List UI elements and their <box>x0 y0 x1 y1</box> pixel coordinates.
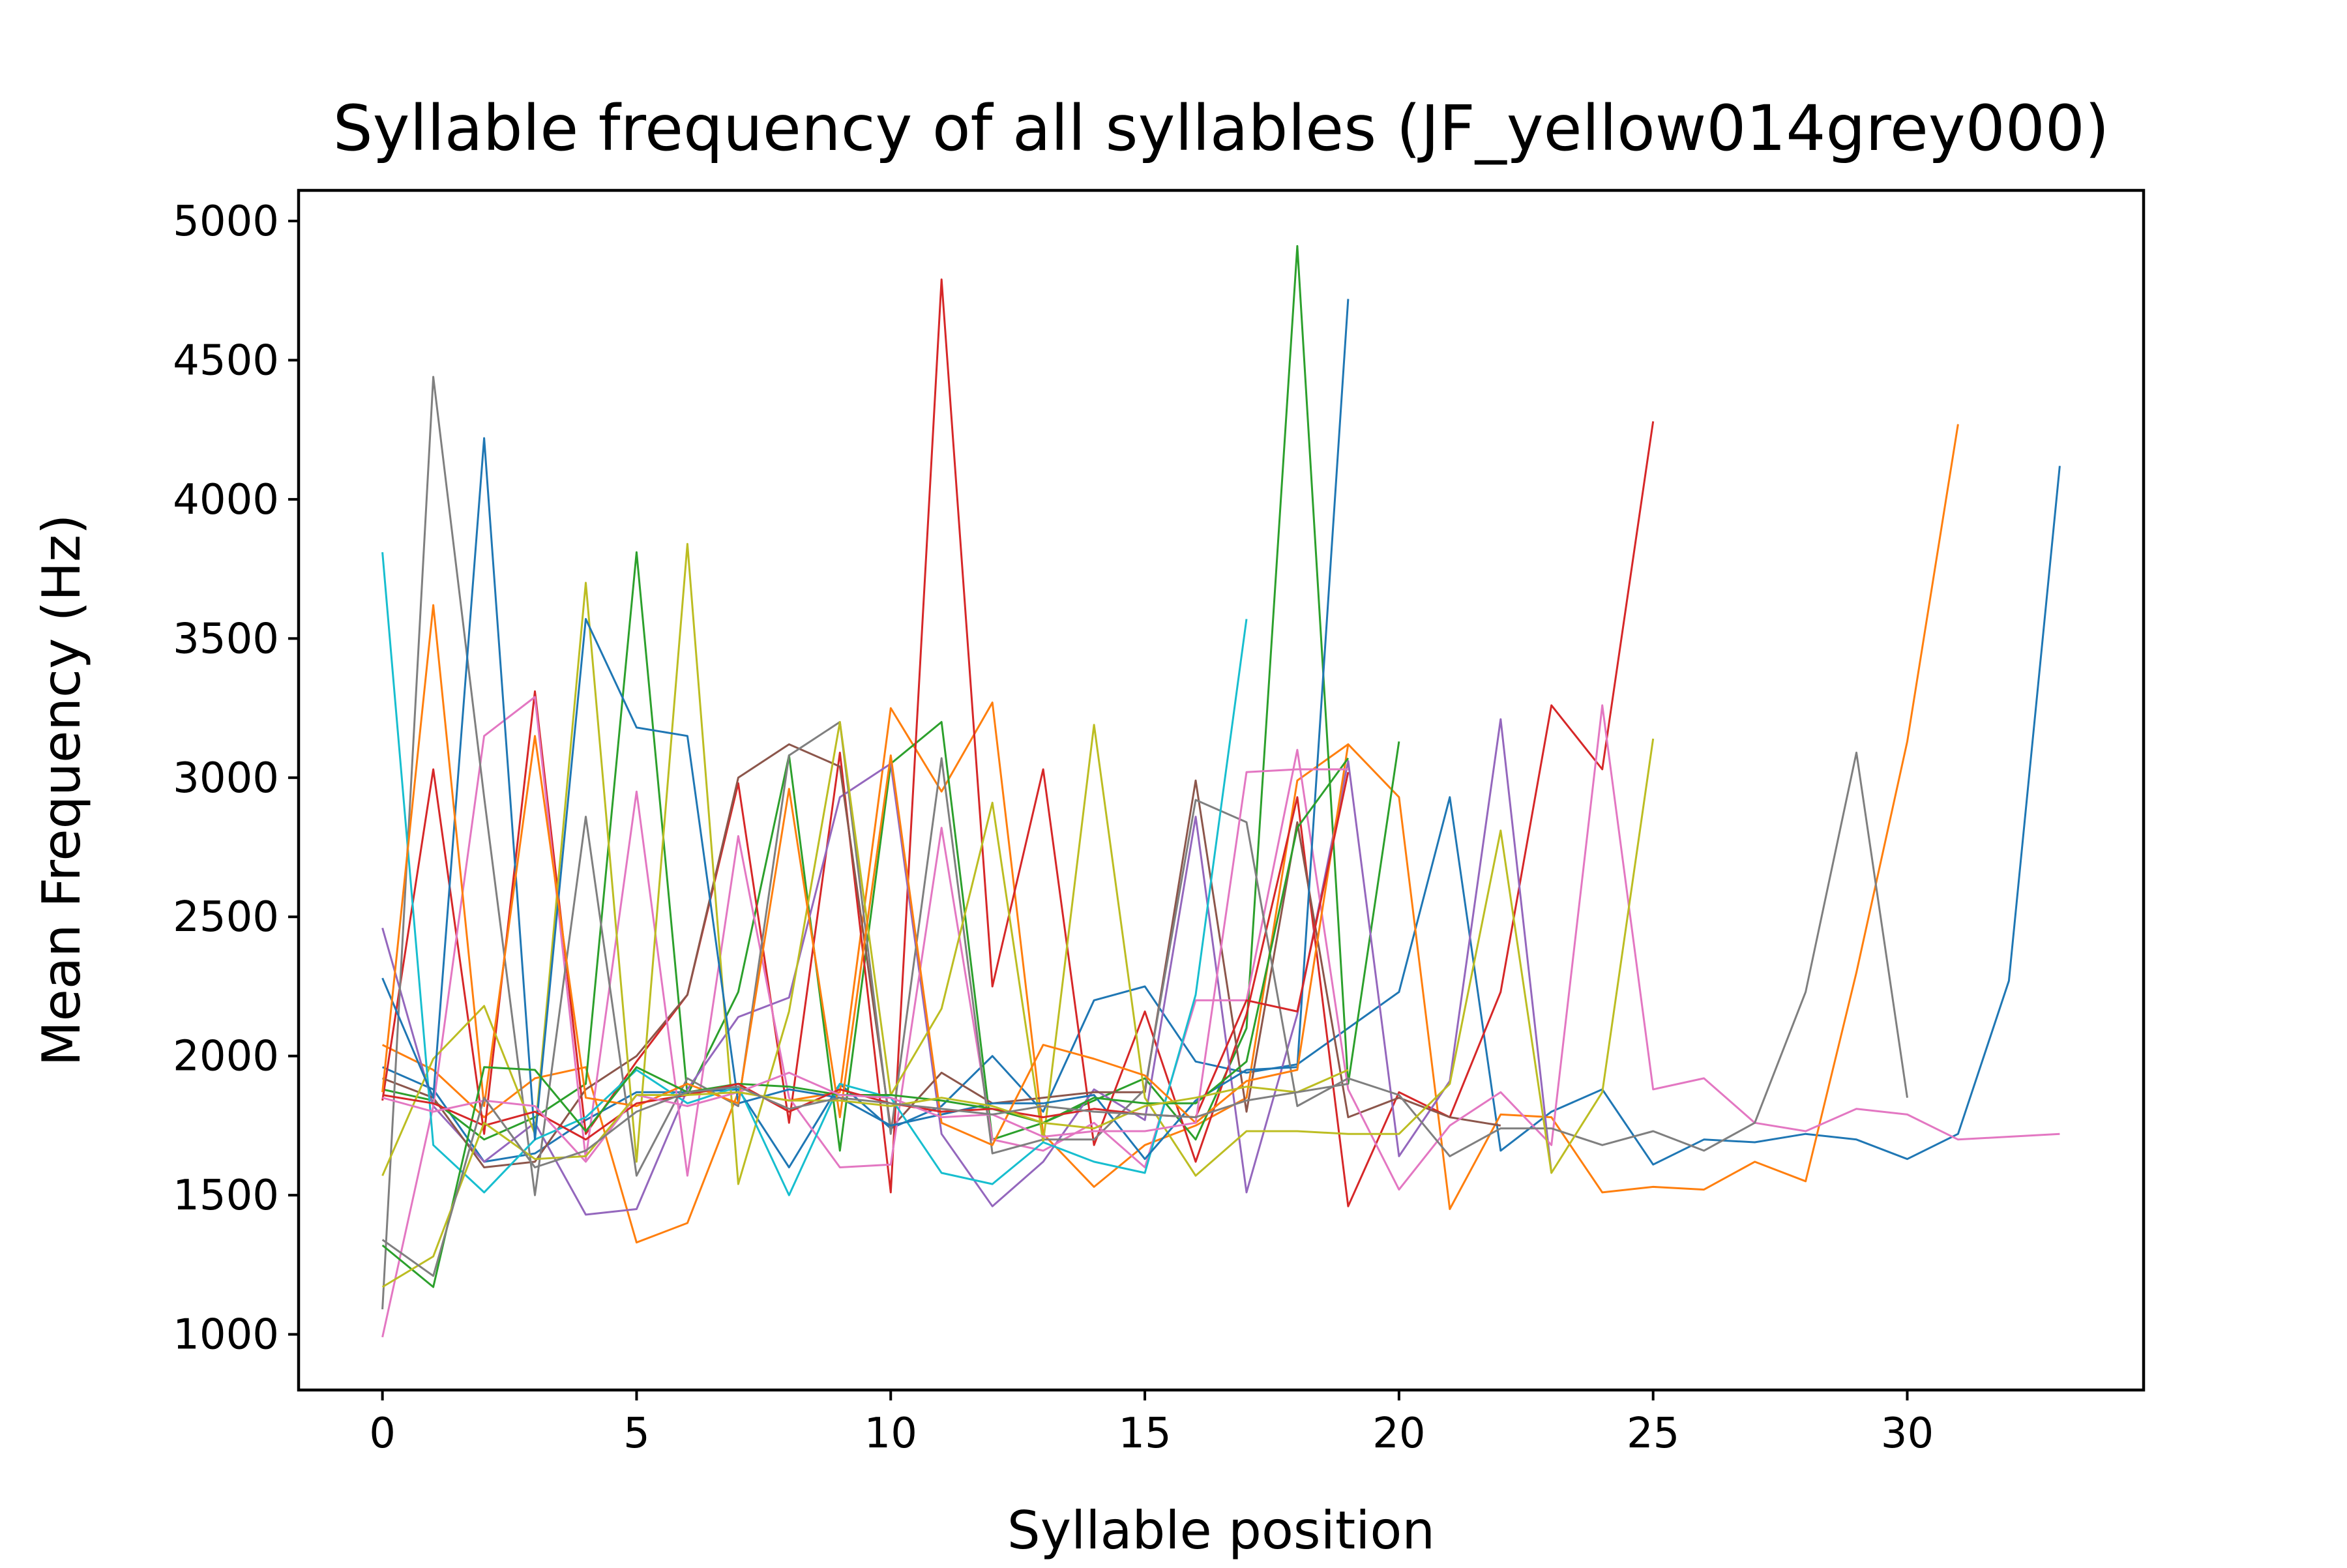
y-tick-label: 2000 <box>173 1033 279 1081</box>
series-line-7 <box>381 696 2060 1338</box>
series-layer <box>381 244 2061 1338</box>
series-line-11 <box>381 299 1350 1161</box>
y-tick-label: 3000 <box>173 754 279 803</box>
y-tick-label: 4500 <box>173 336 279 385</box>
series-line-16 <box>381 1069 1349 1288</box>
x-tick-label: 0 <box>369 1410 396 1458</box>
x-tick-label: 25 <box>1627 1410 1679 1458</box>
series-line-12 <box>381 604 1350 1146</box>
y-tick-label: 1000 <box>173 1311 279 1359</box>
y-tick-label: 2500 <box>173 893 279 941</box>
series-line-1 <box>381 466 2061 1168</box>
x-axis-label: Syllable position <box>1007 1500 1435 1561</box>
x-axis: 0 5 10 15 20 25 30 <box>369 1390 1934 1458</box>
series-line-15 <box>382 768 1348 1163</box>
y-tick-label: 1500 <box>173 1172 279 1220</box>
x-tick-label: 30 <box>1881 1410 1934 1458</box>
x-tick-label: 5 <box>623 1410 650 1458</box>
series-line-13 <box>381 758 1350 1288</box>
x-tick-label: 15 <box>1118 1410 1171 1458</box>
series-line-17 <box>381 1082 1349 1277</box>
y-axis: 1000 1500 2000 2500 3000 3500 4000 4500 5000 <box>173 198 299 1359</box>
y-axis-label: Mean Frequency (Hz) <box>31 514 92 1067</box>
series-line-6 <box>382 743 1501 1168</box>
x-tick-label: 20 <box>1372 1410 1425 1458</box>
series-line-8 <box>381 376 1908 1310</box>
y-tick-label: 5000 <box>173 198 279 246</box>
y-tick-label: 3500 <box>173 615 279 663</box>
series-line-9 <box>381 542 1655 1185</box>
y-tick-label: 4000 <box>173 476 279 524</box>
plot-area-frame <box>297 188 2146 1392</box>
series-line-5 <box>381 718 1553 1216</box>
x-tick-label: 10 <box>864 1410 917 1458</box>
chart-title: Syllable frequency of all syllables (JF_… <box>333 92 2110 165</box>
series-line-10 <box>381 552 1248 1196</box>
